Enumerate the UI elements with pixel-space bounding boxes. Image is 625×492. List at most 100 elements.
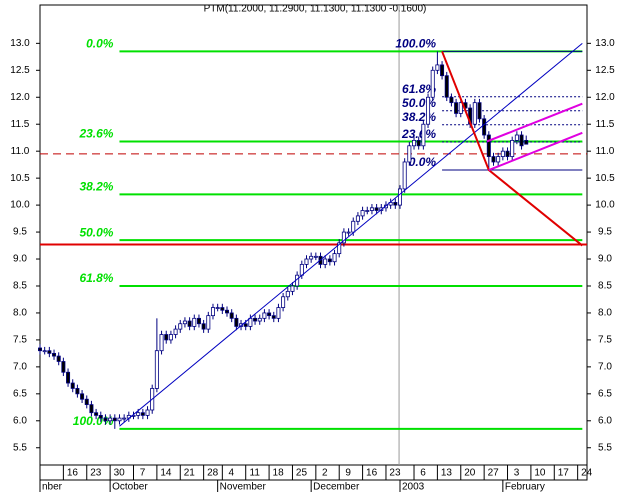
- candle-body: [108, 417, 113, 422]
- candle-body: [449, 96, 454, 104]
- x-tick-label: 16: [366, 468, 378, 479]
- candle-body: [140, 412, 145, 416]
- fib-label: 100.0%: [73, 414, 114, 428]
- trend-line: [488, 131, 583, 171]
- candle-body: [281, 296, 286, 308]
- candle-body: [397, 188, 402, 206]
- y-tick-label-right: 6.0: [598, 415, 612, 426]
- candle-body: [192, 317, 197, 327]
- candle-body: [426, 96, 431, 125]
- chart-title: PTM(11.2000, 11.2900, 11.1300, 11.1300 -…: [204, 4, 427, 15]
- trend-line: [119, 42, 583, 427]
- candle-body: [145, 409, 150, 416]
- candle-body: [486, 134, 491, 157]
- candle-body: [112, 417, 117, 422]
- candle-body: [196, 317, 201, 325]
- y-tick-label: 5.5: [13, 442, 27, 453]
- fib-label: 100.0%: [395, 37, 436, 51]
- candle-body: [505, 150, 510, 157]
- x-tick-label: 7: [140, 468, 146, 479]
- fib-label: 61.8%: [79, 271, 113, 285]
- candle-body: [136, 412, 141, 416]
- x-tick-label: 16: [67, 468, 79, 479]
- y-tick-label-right: 5.5: [598, 442, 612, 453]
- x-tick-label: 14: [160, 468, 172, 479]
- candle-body: [500, 150, 505, 157]
- candle-body: [56, 355, 61, 362]
- y-tick-label: 6.5: [13, 388, 27, 399]
- y-tick-label: 7.5: [13, 335, 27, 346]
- y-tick-label-right: 6.5: [598, 388, 612, 399]
- candle-body: [225, 309, 230, 314]
- y-tick-label: 11.0: [11, 146, 30, 157]
- fib-label: 38.2%: [79, 179, 113, 193]
- candle-body: [407, 145, 412, 163]
- x-tick-label: 24: [581, 468, 593, 479]
- month-label: December: [313, 482, 360, 492]
- candle-body: [47, 350, 52, 354]
- candle-body: [80, 393, 85, 400]
- candle-body: [482, 118, 487, 136]
- candle-body: [220, 307, 225, 311]
- candle-body: [412, 139, 417, 147]
- y-tick-label-right: 11.0: [596, 146, 615, 157]
- month-label: November: [220, 482, 267, 492]
- candle-body: [187, 320, 192, 327]
- candle-body: [341, 231, 346, 244]
- candle-body: [168, 334, 173, 341]
- y-tick-label-right: 7.5: [598, 335, 612, 346]
- x-tick-label: 9: [345, 468, 351, 479]
- x-tick-label: 2: [322, 468, 328, 479]
- candle-body: [323, 258, 328, 265]
- y-tick-label-right: 7.0: [598, 362, 612, 373]
- candle-body: [276, 307, 281, 319]
- candle-body: [117, 417, 122, 422]
- y-tick-label-right: 8.0: [598, 308, 612, 319]
- y-tick-label-right: 10.0: [595, 200, 615, 211]
- candle-body: [234, 317, 239, 327]
- candle-body: [66, 371, 71, 384]
- candle-body: [215, 307, 220, 309]
- candle-body: [42, 350, 47, 353]
- candle-body: [421, 123, 426, 147]
- candle-body: [360, 210, 365, 217]
- month-label: February: [505, 482, 545, 492]
- candle-body: [70, 382, 75, 389]
- x-tick-label: 27: [488, 468, 500, 479]
- candle-body: [435, 64, 440, 71]
- x-tick-label: 23: [90, 468, 102, 479]
- candle-body: [154, 350, 159, 389]
- x-tick-label: 3: [514, 468, 520, 479]
- candle-body: [159, 334, 164, 352]
- candle-body: [267, 312, 272, 317]
- candle-body: [309, 255, 314, 260]
- y-tick-label: 9.5: [13, 227, 27, 238]
- candle-body: [346, 231, 351, 234]
- candle-body: [524, 139, 529, 145]
- x-tick-label: 17: [558, 468, 570, 479]
- fib-label: 23.6%: [78, 127, 113, 141]
- candle-body: [229, 312, 234, 319]
- x-tick-label: 13: [441, 468, 453, 479]
- fib-label: 50.0%: [402, 96, 436, 110]
- candle-body: [257, 317, 262, 322]
- candle-body: [299, 264, 304, 276]
- fib-label: 38.2%: [402, 110, 436, 124]
- candle-body: [84, 398, 89, 406]
- candle-body: [89, 404, 94, 414]
- candle-body: [477, 102, 482, 120]
- y-tick-label-right: 10.5: [595, 173, 615, 184]
- candle-body: [510, 139, 515, 157]
- candle-body: [454, 102, 459, 114]
- candle-body: [61, 361, 66, 373]
- candle-body: [103, 417, 108, 422]
- candle-body: [290, 285, 295, 292]
- y-tick-label: 8.5: [13, 281, 27, 292]
- y-tick-label: 12.5: [10, 65, 30, 76]
- candle-body: [440, 64, 445, 77]
- candle-body: [327, 258, 332, 263]
- x-tick-label: 6: [420, 468, 426, 479]
- candle-body: [38, 347, 43, 352]
